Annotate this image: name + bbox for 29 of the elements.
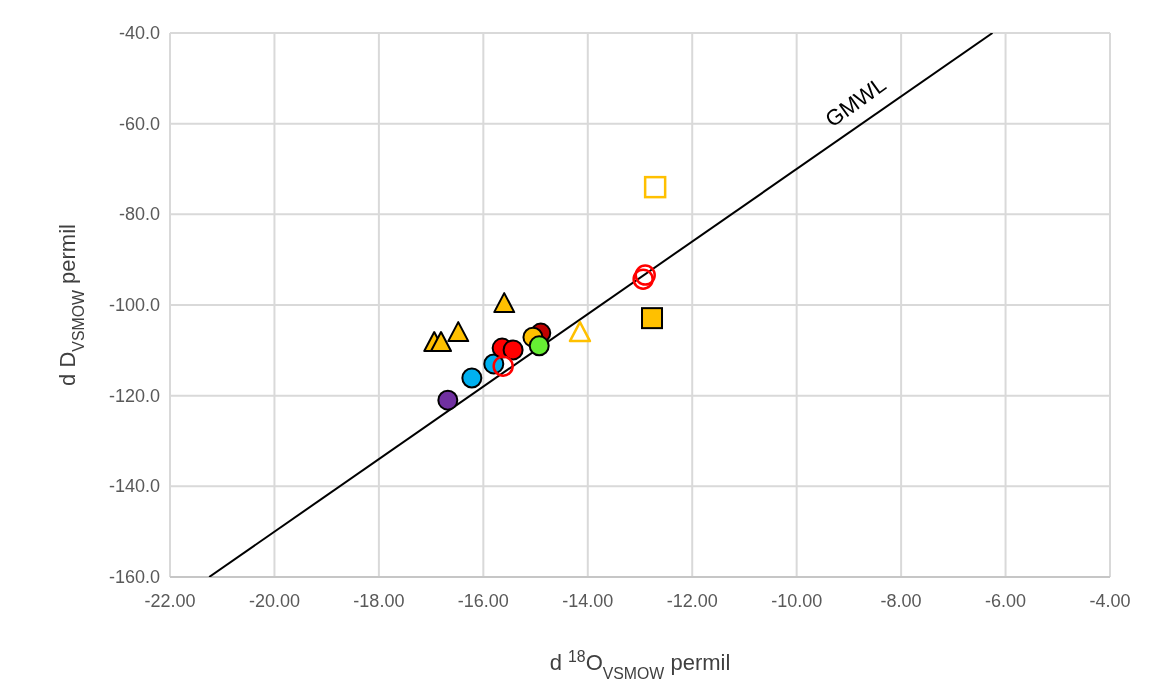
x-tick-label: -14.00 (562, 591, 614, 611)
point (641, 307, 664, 330)
x-tick-label: -10.00 (771, 591, 823, 611)
point (447, 321, 470, 343)
y-tick-label: -140.0 (108, 476, 160, 497)
y-tick-label: -100.0 (108, 295, 160, 315)
y-tick-label: -120.0 (108, 385, 160, 406)
x-tick-label: -8.00 (880, 591, 922, 611)
point (430, 331, 453, 353)
x-axis-title: d $^{18}$O$_{VSMOW}$ permil (549, 647, 731, 682)
x-tick-label: -18.00 (353, 591, 405, 611)
x-tick-label: -16.00 (457, 591, 509, 611)
point (502, 339, 524, 361)
x-tick-label: -12.00 (666, 591, 718, 611)
y-tick-label: -80.0 (118, 204, 160, 225)
point (493, 292, 516, 314)
point (568, 320, 592, 343)
point (437, 389, 459, 411)
point (643, 175, 667, 199)
point (528, 335, 550, 357)
x-tick-label: -4.00 (1089, 591, 1131, 611)
point (461, 367, 483, 389)
point (492, 355, 514, 377)
y-tick-label: -60.0 (118, 113, 160, 134)
y-tick-label: -160.0 (108, 567, 160, 587)
x-tick-label: -6.00 (985, 591, 1027, 611)
x-tick-label: -22.00 (144, 591, 196, 611)
x-tick-label: -20.00 (248, 591, 300, 611)
y-tick-label: -40.0 (118, 23, 160, 43)
